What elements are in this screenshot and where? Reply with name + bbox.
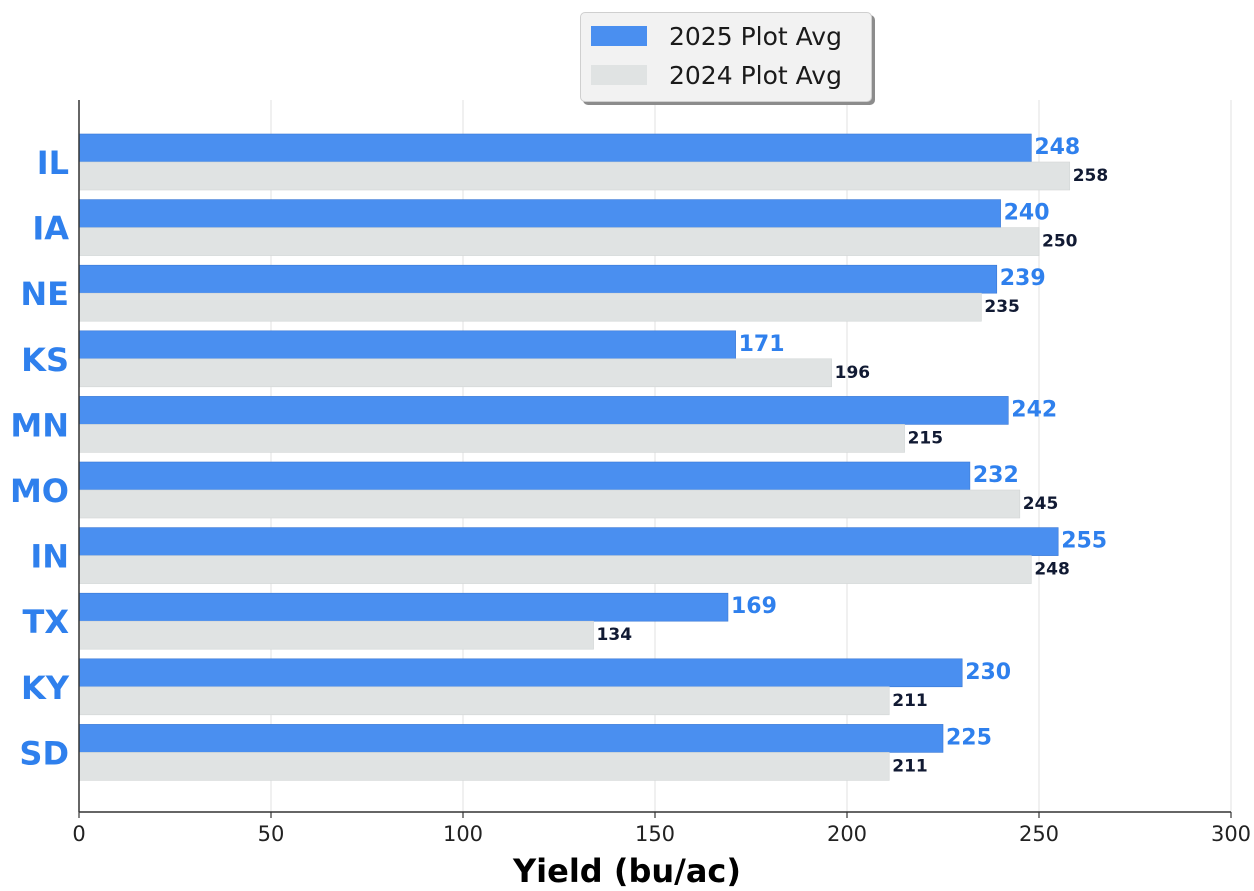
y-category-label: TX <box>23 603 70 641</box>
legend-label-2024: 2024 Plot Avg <box>669 60 842 90</box>
bar <box>78 527 1059 556</box>
bar-value-label: 242 <box>1011 397 1057 422</box>
y-category-label: KY <box>21 669 70 707</box>
bar-value-label: 169 <box>731 594 777 619</box>
bar-value-label: 225 <box>946 725 992 750</box>
x-tick-label: 100 <box>443 822 483 846</box>
bar-value-label: 211 <box>892 691 928 711</box>
y-category-label: IL <box>37 144 69 182</box>
x-tick-label: 150 <box>635 822 675 846</box>
bar-value-label: 248 <box>1034 135 1080 160</box>
bar <box>78 161 1071 191</box>
y-category-label: SD <box>19 734 69 772</box>
bar <box>78 330 736 360</box>
bar <box>78 724 944 753</box>
bar-value-label: 245 <box>1023 494 1059 514</box>
bar <box>78 227 1040 256</box>
bar <box>78 592 729 622</box>
bar-value-label: 134 <box>597 625 633 645</box>
bar <box>78 424 905 453</box>
bar <box>78 358 832 388</box>
bar-value-label: 230 <box>965 660 1011 685</box>
bar <box>78 752 890 781</box>
bars <box>78 133 1071 781</box>
bar <box>78 133 1032 163</box>
bar <box>78 292 982 322</box>
bar <box>78 658 963 688</box>
bar-value-label: 211 <box>892 756 928 776</box>
legend-swatch-2025 <box>591 26 647 46</box>
bar <box>78 264 998 294</box>
bar-value-label: 171 <box>739 332 785 357</box>
bar-value-label: 248 <box>1034 560 1070 580</box>
x-tick-label: 200 <box>827 822 867 846</box>
bar-value-label: 235 <box>984 297 1020 317</box>
bar <box>78 620 594 650</box>
bar <box>78 489 1021 519</box>
x-tick-label: 250 <box>1019 822 1059 846</box>
legend-label-2025: 2025 Plot Avg <box>669 21 842 51</box>
y-category-label: KS <box>21 341 69 379</box>
x-tick-label: 50 <box>258 822 285 846</box>
y-category-label: NE <box>20 275 69 313</box>
legend-item-2024: 2024 Plot Avg <box>591 60 842 90</box>
x-tick-label: 300 <box>1211 822 1251 846</box>
bar-value-label: 239 <box>1000 266 1046 291</box>
y-category-label: MN <box>10 406 69 444</box>
bar-value-label: 250 <box>1042 232 1078 252</box>
bar-value-label: 232 <box>973 463 1019 488</box>
y-category-label: IA <box>32 210 69 248</box>
bar-value-label: 215 <box>908 428 944 448</box>
legend-item-2025: 2025 Plot Avg <box>591 21 842 51</box>
bar-value-label: 255 <box>1061 529 1107 554</box>
x-tick-label: 0 <box>72 822 85 846</box>
legend: 2025 Plot Avg 2024 Plot Avg <box>580 12 872 102</box>
bar-value-label: 240 <box>1004 201 1050 226</box>
bar <box>78 686 890 716</box>
bar-value-label: 196 <box>835 363 871 383</box>
bar <box>78 396 1009 425</box>
y-category-label: MO <box>10 472 69 510</box>
legend-swatch-2024 <box>591 65 647 85</box>
bar-value-label: 258 <box>1073 166 1109 186</box>
y-category-label: IN <box>30 538 69 576</box>
bar <box>78 555 1032 584</box>
bar <box>78 199 1001 228</box>
x-axis-label: Yield (bu/ac) <box>512 852 742 890</box>
bar <box>78 461 971 491</box>
axes: 0 50 100 150 200 250 300 IL IA NE KS MN MO IN TX KY SD <box>10 100 1251 846</box>
